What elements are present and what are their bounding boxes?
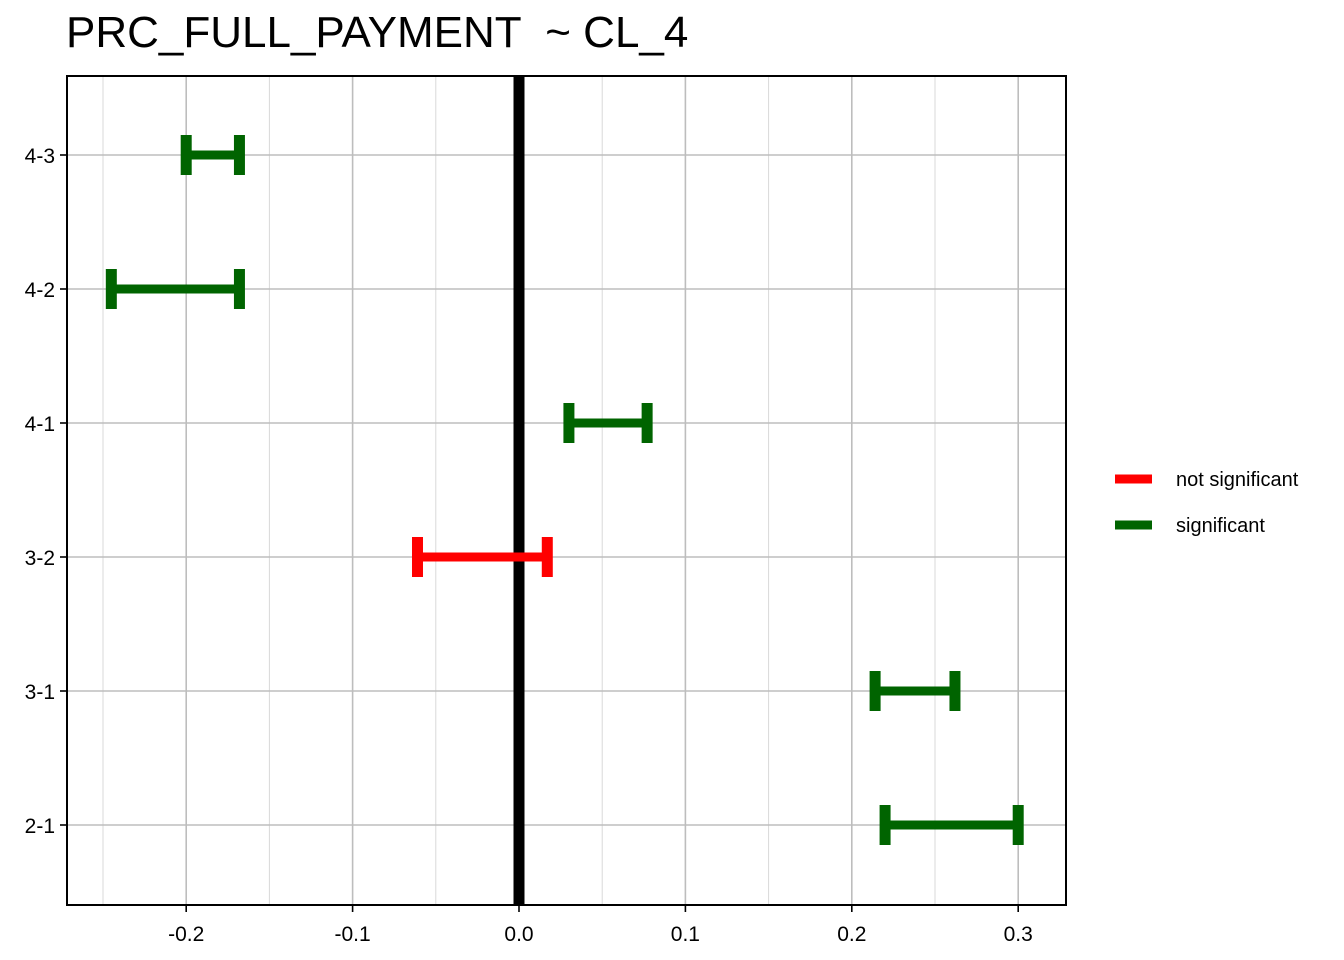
y-tick-label: 4-3 <box>25 145 55 168</box>
legend-item: significant <box>1115 515 1265 537</box>
y-tick-label: 3-1 <box>25 681 55 704</box>
interval-4-3 <box>180 135 245 175</box>
interval-bars <box>105 135 1024 845</box>
x-tick-label: 0.3 <box>1004 923 1033 946</box>
legend: not significant significant <box>1115 469 1299 537</box>
interval-4-2 <box>105 269 245 309</box>
x-tick-label: 0.2 <box>837 923 866 946</box>
y-tick-label: 3-2 <box>25 547 55 570</box>
chart-title: PRC_FULL_PAYMENT ~ CL_4 <box>66 8 689 57</box>
legend-label: significant <box>1176 515 1265 537</box>
y-tick-label: 2-1 <box>25 815 55 838</box>
x-tick-label: -0.1 <box>335 923 371 946</box>
legend-item: not significant <box>1115 469 1299 491</box>
x-tick-label: -0.2 <box>168 923 204 946</box>
plot-frame <box>66 75 1067 906</box>
interval-4-1 <box>563 403 653 443</box>
x-tick-label: 0.1 <box>671 923 700 946</box>
grid-lines <box>67 76 1066 905</box>
y-tick-label: 4-1 <box>25 413 55 436</box>
interval-3-1 <box>869 671 961 711</box>
legend-label: not significant <box>1176 469 1299 491</box>
interval-3-2 <box>411 537 553 577</box>
y-tick-label: 4-2 <box>25 279 55 302</box>
axis-labels: -0.2 -0.1 0.0 0.1 0.2 0.3 4-3 4-2 4-1 3-2 3-1 2-1 <box>25 145 1033 946</box>
x-tick-label: 0.0 <box>504 923 533 946</box>
interval-2-1 <box>879 805 1024 845</box>
